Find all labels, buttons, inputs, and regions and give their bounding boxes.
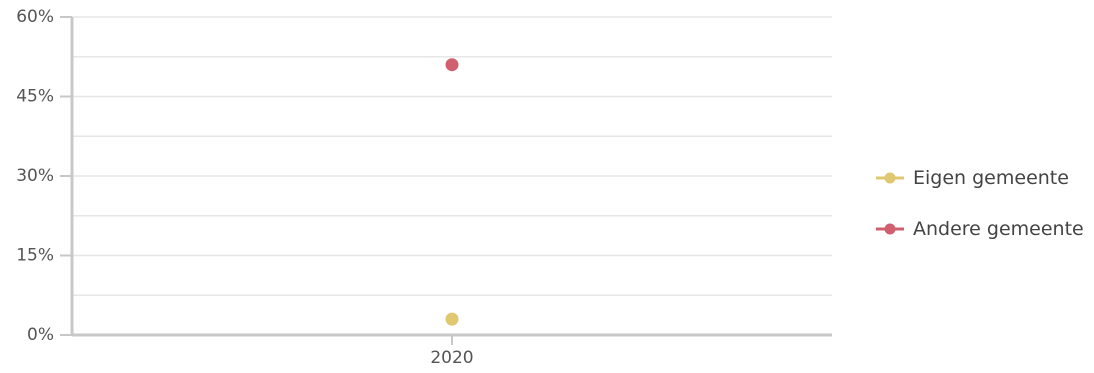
data-point: [445, 58, 459, 72]
legend-item: Eigen gemeente: [876, 167, 1069, 189]
legend-item: Andere gemeente: [876, 218, 1084, 240]
y-axis: 0% 15% 30% 45% 60%: [16, 7, 74, 345]
y-tick-label: 30%: [16, 166, 54, 186]
legend-label: Andere gemeente: [913, 218, 1084, 240]
y-tick-label: 60%: [16, 7, 54, 27]
legend-marker: [884, 223, 896, 235]
y-tick-label: 0%: [27, 325, 54, 345]
gridlines: [72, 16, 832, 296]
legend-label: Eigen gemeente: [913, 167, 1069, 189]
legend: Eigen gemeente Andere gemeente: [876, 167, 1084, 240]
data-points: [445, 58, 459, 326]
x-axis: 2020: [72, 333, 832, 368]
legend-marker: [884, 172, 896, 184]
y-tick-label: 45%: [16, 87, 54, 107]
data-point: [445, 312, 459, 326]
x-tick-label: 2020: [430, 348, 473, 368]
y-tick-label: 15%: [16, 246, 54, 266]
